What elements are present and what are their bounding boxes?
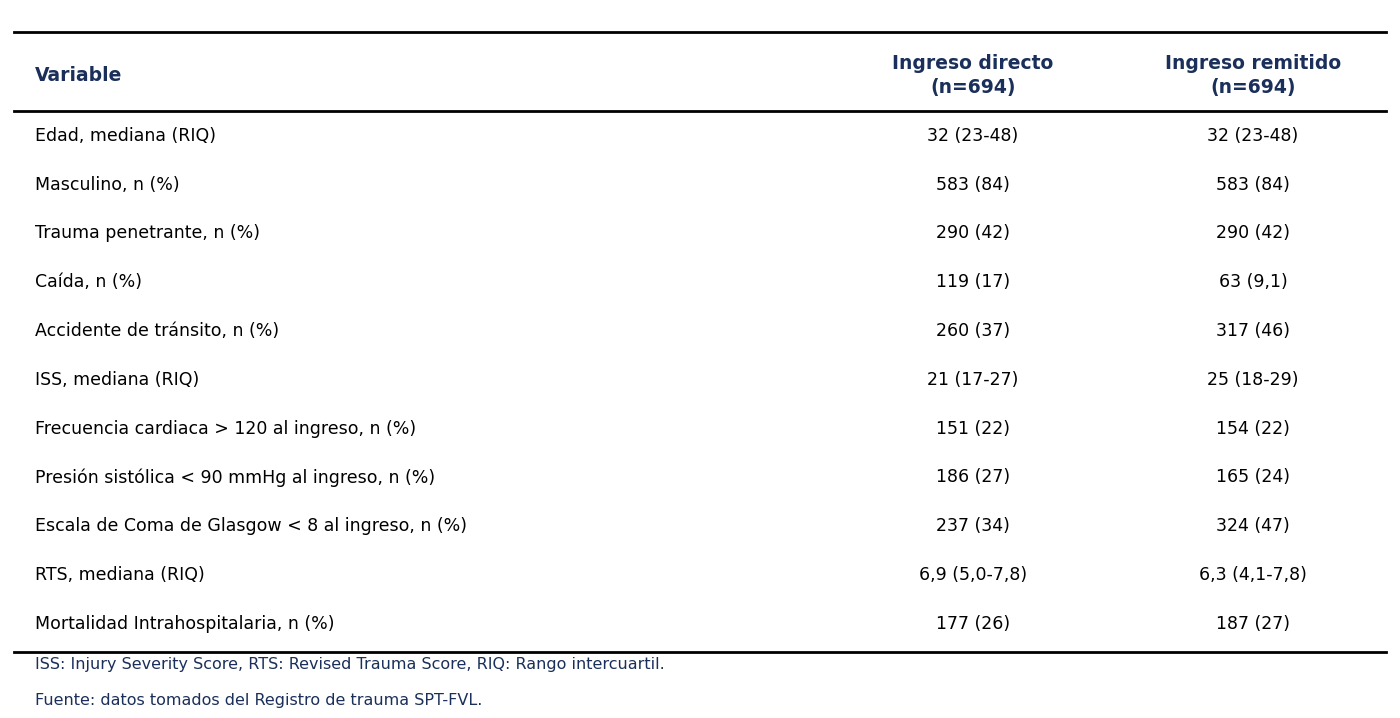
Text: 317 (46): 317 (46) — [1217, 322, 1289, 340]
Text: 154 (22): 154 (22) — [1217, 419, 1289, 438]
Text: 25 (18-29): 25 (18-29) — [1207, 370, 1299, 389]
Text: 324 (47): 324 (47) — [1217, 517, 1289, 536]
Text: 6,3 (4,1-7,8): 6,3 (4,1-7,8) — [1198, 566, 1308, 584]
Text: Escala de Coma de Glasgow < 8 al ingreso, n (%): Escala de Coma de Glasgow < 8 al ingreso… — [35, 517, 468, 536]
Text: Ingreso remitido
(n=694): Ingreso remitido (n=694) — [1165, 54, 1341, 97]
Text: ISS, mediana (RIQ): ISS, mediana (RIQ) — [35, 370, 199, 389]
Text: 186 (27): 186 (27) — [937, 468, 1009, 487]
Text: 6,9 (5,0-7,8): 6,9 (5,0-7,8) — [918, 566, 1028, 584]
Text: 260 (37): 260 (37) — [937, 322, 1009, 340]
Text: Variable: Variable — [35, 66, 122, 85]
Text: Presión sistólica < 90 mmHg al ingreso, n (%): Presión sistólica < 90 mmHg al ingreso, … — [35, 468, 435, 487]
Text: Fuente: datos tomados del Registro de trauma SPT-FVL.: Fuente: datos tomados del Registro de tr… — [35, 693, 483, 707]
Text: 290 (42): 290 (42) — [1217, 224, 1289, 243]
Text: 583 (84): 583 (84) — [937, 175, 1009, 194]
Text: Masculino, n (%): Masculino, n (%) — [35, 175, 179, 194]
Text: Accidente de tránsito, n (%): Accidente de tránsito, n (%) — [35, 322, 279, 340]
Text: 187 (27): 187 (27) — [1217, 615, 1289, 633]
Text: 177 (26): 177 (26) — [937, 615, 1009, 633]
Text: Mortalidad Intrahospitalaria, n (%): Mortalidad Intrahospitalaria, n (%) — [35, 615, 335, 633]
Text: Trauma penetrante, n (%): Trauma penetrante, n (%) — [35, 224, 260, 243]
Text: ISS: Injury Severity Score, RTS: Revised Trauma Score, RIQ: Rango intercuartil.: ISS: Injury Severity Score, RTS: Revised… — [35, 657, 665, 671]
Text: 290 (42): 290 (42) — [937, 224, 1009, 243]
Text: 151 (22): 151 (22) — [937, 419, 1009, 438]
Text: Caída, n (%): Caída, n (%) — [35, 273, 141, 292]
Text: 165 (24): 165 (24) — [1217, 468, 1289, 487]
Text: Ingreso directo
(n=694): Ingreso directo (n=694) — [892, 54, 1054, 97]
Text: Edad, mediana (RIQ): Edad, mediana (RIQ) — [35, 126, 216, 145]
Text: RTS, mediana (RIQ): RTS, mediana (RIQ) — [35, 566, 204, 584]
Text: 32 (23-48): 32 (23-48) — [927, 126, 1019, 145]
Text: 237 (34): 237 (34) — [937, 517, 1009, 536]
Text: 32 (23-48): 32 (23-48) — [1207, 126, 1299, 145]
Text: 583 (84): 583 (84) — [1217, 175, 1289, 194]
Text: Frecuencia cardiaca > 120 al ingreso, n (%): Frecuencia cardiaca > 120 al ingreso, n … — [35, 419, 416, 438]
Text: 119 (17): 119 (17) — [937, 273, 1009, 292]
Text: 63 (9,1): 63 (9,1) — [1218, 273, 1288, 292]
Text: 21 (17-27): 21 (17-27) — [927, 370, 1019, 389]
